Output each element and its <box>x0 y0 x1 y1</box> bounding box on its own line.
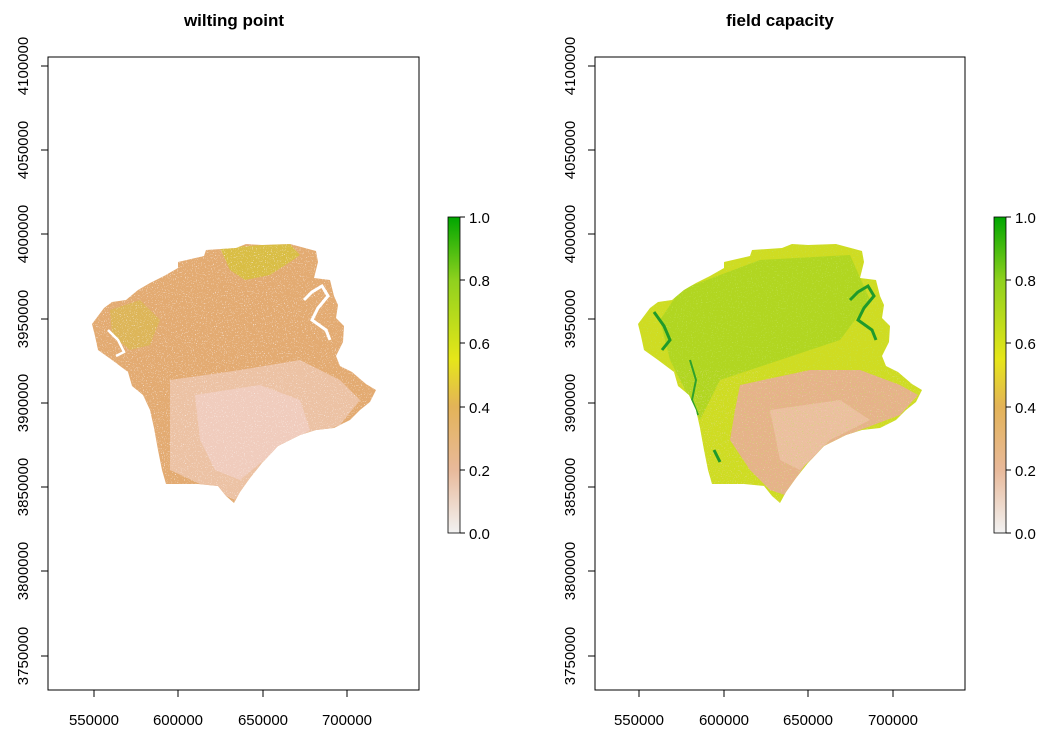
legend-tick-label: 0.2 <box>469 463 490 480</box>
y-axis: 3750000 3800000 3850000 3900000 3950000 … <box>562 37 595 685</box>
y-tick-label: 4050000 <box>562 121 579 179</box>
legend-tick-label: 0.6 <box>1015 336 1036 353</box>
texture-low <box>638 370 922 503</box>
y-tick-label: 3800000 <box>562 542 579 600</box>
x-tick-label: 700000 <box>868 712 918 729</box>
y-tick-label: 4050000 <box>15 121 32 179</box>
legend-tick-label: 1.0 <box>1015 210 1036 227</box>
color-bar <box>447 216 461 534</box>
legend-tick-label: 0.8 <box>469 273 490 290</box>
y-tick-label: 3900000 <box>15 374 32 432</box>
y-tick-label: 3850000 <box>15 458 32 516</box>
water-body <box>302 283 332 341</box>
x-tick-label: 700000 <box>322 712 372 729</box>
y-tick-label: 3750000 <box>15 627 32 685</box>
raster-map <box>92 244 376 503</box>
x-axis: 550000 600000 650000 700000 <box>614 690 918 729</box>
panel-field-capacity: field capacity <box>562 11 1036 729</box>
legend-tick-label: 0.4 <box>469 400 490 417</box>
raster-map <box>638 244 922 503</box>
y-tick-label: 4000000 <box>15 205 32 263</box>
color-bar <box>993 216 1007 534</box>
x-tick-label: 650000 <box>783 712 833 729</box>
river-channel <box>689 359 699 416</box>
x-tick-label: 600000 <box>153 712 203 729</box>
y-tick-label: 4100000 <box>562 37 579 95</box>
panel-title: wilting point <box>183 11 284 30</box>
plot-frame <box>594 56 966 691</box>
y-tick-label: 3900000 <box>562 374 579 432</box>
y-tick-label: 3800000 <box>15 542 32 600</box>
panel-wilting-point: wilting point 550000 6000 <box>15 11 490 729</box>
texture <box>92 244 376 503</box>
x-tick-label: 550000 <box>69 712 119 729</box>
x-tick-label: 550000 <box>614 712 664 729</box>
y-tick-label: 4000000 <box>562 205 579 263</box>
wet-patch <box>712 449 722 463</box>
legend-tick-label: 1.0 <box>469 210 490 227</box>
y-tick-label: 3950000 <box>15 290 32 348</box>
water-body <box>848 283 878 341</box>
legend-tick-label: 0.0 <box>469 526 490 543</box>
legend-tick-label: 0.8 <box>1015 273 1036 290</box>
water-body-west <box>652 311 672 351</box>
y-tick-label: 3850000 <box>562 458 579 516</box>
y-axis: 3750000 3800000 3850000 3900000 3950000 … <box>15 37 48 685</box>
water-body-west <box>107 329 126 358</box>
color-legend: 0.0 0.2 0.4 0.6 0.8 1.0 <box>993 210 1036 543</box>
y-tick-label: 3950000 <box>562 290 579 348</box>
legend-tick-label: 0.6 <box>469 336 490 353</box>
panel-title: field capacity <box>726 11 834 30</box>
y-tick-label: 4100000 <box>15 37 32 95</box>
plot-frame <box>47 56 420 691</box>
x-tick-label: 600000 <box>699 712 749 729</box>
x-tick-label: 650000 <box>238 712 288 729</box>
legend-tick-label: 0.0 <box>1015 526 1036 543</box>
legend-tick-label: 0.4 <box>1015 400 1036 417</box>
legend-tick-label: 0.2 <box>1015 463 1036 480</box>
x-axis: 550000 600000 650000 700000 <box>69 690 372 729</box>
y-tick-label: 3750000 <box>562 627 579 685</box>
color-legend: 0.0 0.2 0.4 0.6 0.8 1.0 <box>447 210 490 543</box>
